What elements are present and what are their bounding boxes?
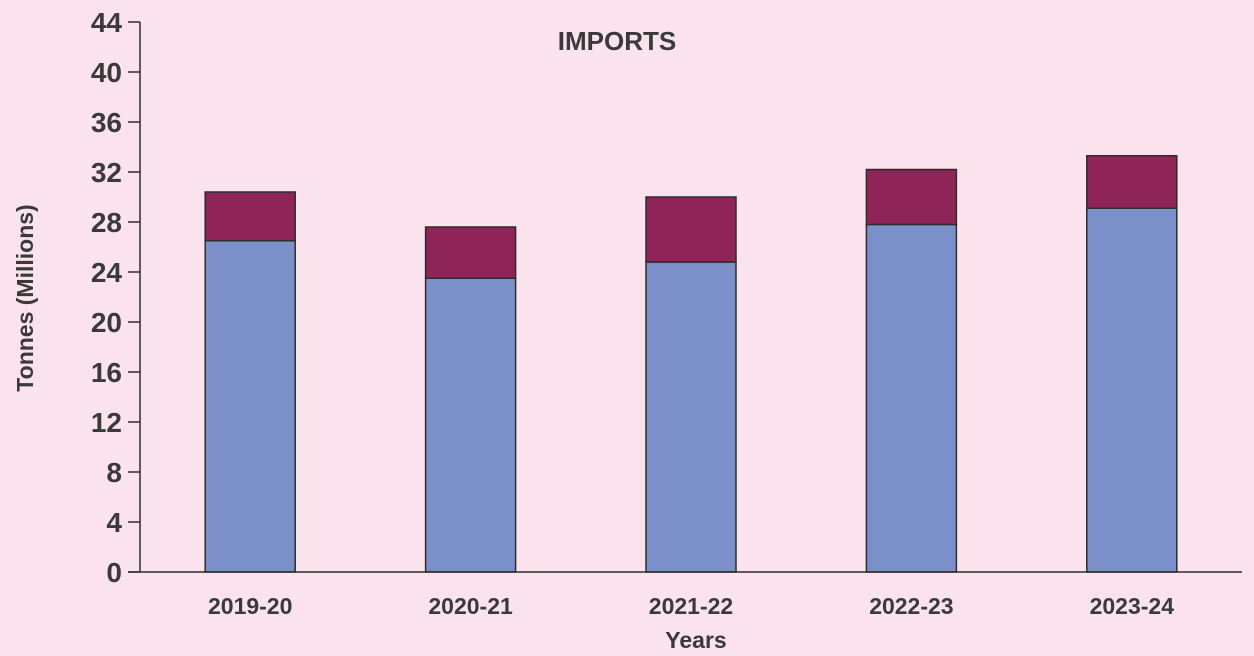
y-tick-label: 4 bbox=[106, 507, 122, 538]
bar-2019-20-segment-1 bbox=[204, 240, 296, 573]
y-tick-label: 36 bbox=[91, 107, 122, 138]
y-tick-label: 20 bbox=[91, 307, 122, 338]
y-tick-label: 16 bbox=[91, 357, 122, 388]
x-tick-label: 2019-20 bbox=[208, 593, 292, 619]
x-tick-label: 2020-21 bbox=[428, 593, 513, 619]
x-tick-label: 2022-23 bbox=[869, 593, 953, 619]
axes-layer bbox=[128, 21, 1242, 573]
x-axis-title: Years bbox=[665, 627, 726, 653]
y-tick-label: 28 bbox=[91, 207, 122, 238]
y-axis-title: Tonnes (Millions) bbox=[12, 204, 38, 391]
bar-2022-23-segment-2 bbox=[865, 168, 958, 226]
y-tick-label: 8 bbox=[106, 457, 122, 488]
bar-2021-22-segment-2 bbox=[645, 196, 737, 263]
bar-2023-24-segment-1 bbox=[1086, 207, 1178, 573]
bar-2022-23-segment-1 bbox=[865, 223, 958, 573]
bar-2020-21-segment-2 bbox=[424, 226, 517, 279]
x-tick-label: 2023-24 bbox=[1090, 593, 1175, 619]
x-tick-label: 2021-22 bbox=[649, 593, 733, 619]
bar-2023-24-segment-2 bbox=[1086, 155, 1178, 209]
bar-2019-20-segment-2 bbox=[204, 191, 296, 242]
chart-title: IMPORTS bbox=[558, 26, 676, 56]
y-tick-label: 0 bbox=[106, 557, 122, 588]
y-tick-label: 24 bbox=[91, 257, 123, 288]
y-tick-label: 40 bbox=[91, 57, 122, 88]
bar-2020-21-segment-1 bbox=[424, 277, 517, 573]
bar-2021-22-segment-1 bbox=[645, 261, 737, 573]
y-tick-label: 12 bbox=[91, 407, 122, 438]
labels-layer: 2019-20 2020-21 2021-22 2022-23 2023-24 0 4 8 12… bbox=[91, 7, 1174, 619]
bars-layer bbox=[204, 155, 1178, 573]
y-tick-label: 32 bbox=[91, 157, 122, 188]
y-tick-label: 44 bbox=[91, 7, 123, 38]
